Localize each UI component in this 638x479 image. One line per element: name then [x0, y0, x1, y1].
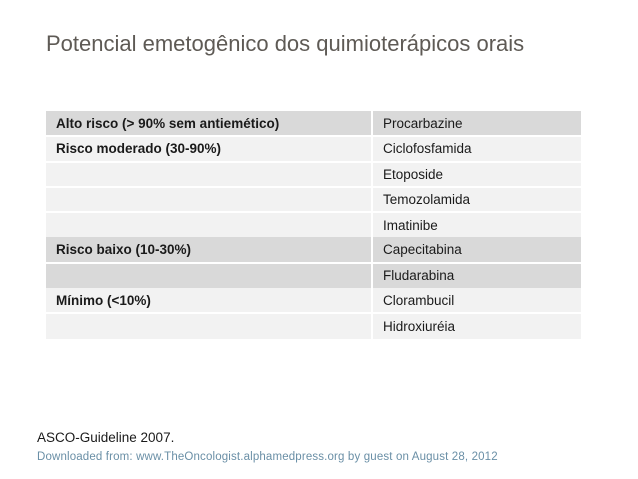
drug-cell: Clorambucil — [371, 288, 581, 314]
reference-citation: ASCO-Guideline 2007. — [37, 430, 175, 445]
table-row: Imatinibe — [46, 211, 581, 238]
risk-category-cell — [46, 211, 372, 238]
drug-cell: Procarbazine — [371, 111, 581, 137]
drug-cell: Imatinibe — [371, 211, 581, 238]
drug-cell: Hidroxiuréia — [371, 312, 581, 339]
risk-category-cell: Risco moderado (30-90%) — [46, 135, 372, 162]
table-row: Risco baixo (10-30%) Capecitabina — [46, 237, 581, 263]
table-row: Hidroxiuréia — [46, 312, 581, 339]
download-footer: Downloaded from: www.TheOncologist.alpha… — [37, 451, 498, 463]
table-row: Alto risco (> 90% sem antiemético) Proca… — [46, 111, 581, 137]
table-row: Etoposide — [46, 160, 581, 187]
drug-cell: Capecitabina — [371, 237, 581, 263]
emetogenic-risk-table: Alto risco (> 90% sem antiemético) Proca… — [46, 111, 581, 339]
risk-category-cell: Alto risco (> 90% sem antiemético) — [46, 111, 372, 137]
risk-category-cell — [46, 312, 372, 339]
risk-category-cell — [46, 185, 372, 213]
slide-title: Potencial emetogênico dos quimioterápico… — [46, 31, 525, 56]
risk-category-cell — [46, 160, 372, 187]
table-row: Temozolamida — [46, 185, 581, 213]
table-row: Fludarabina — [46, 261, 581, 289]
drug-cell: Fludarabina — [371, 261, 581, 289]
table-row: Risco moderado (30-90%) Ciclofosfamida — [46, 135, 581, 162]
risk-category-cell: Mínimo (<10%) — [46, 288, 372, 314]
table-row: Mínimo (<10%) Clorambucil — [46, 288, 581, 314]
drug-cell: Etoposide — [371, 160, 581, 187]
risk-category-cell: Risco baixo (10-30%) — [46, 237, 372, 263]
drug-cell: Temozolamida — [371, 185, 581, 213]
risk-category-cell — [46, 261, 372, 289]
drug-cell: Ciclofosfamida — [371, 135, 581, 162]
